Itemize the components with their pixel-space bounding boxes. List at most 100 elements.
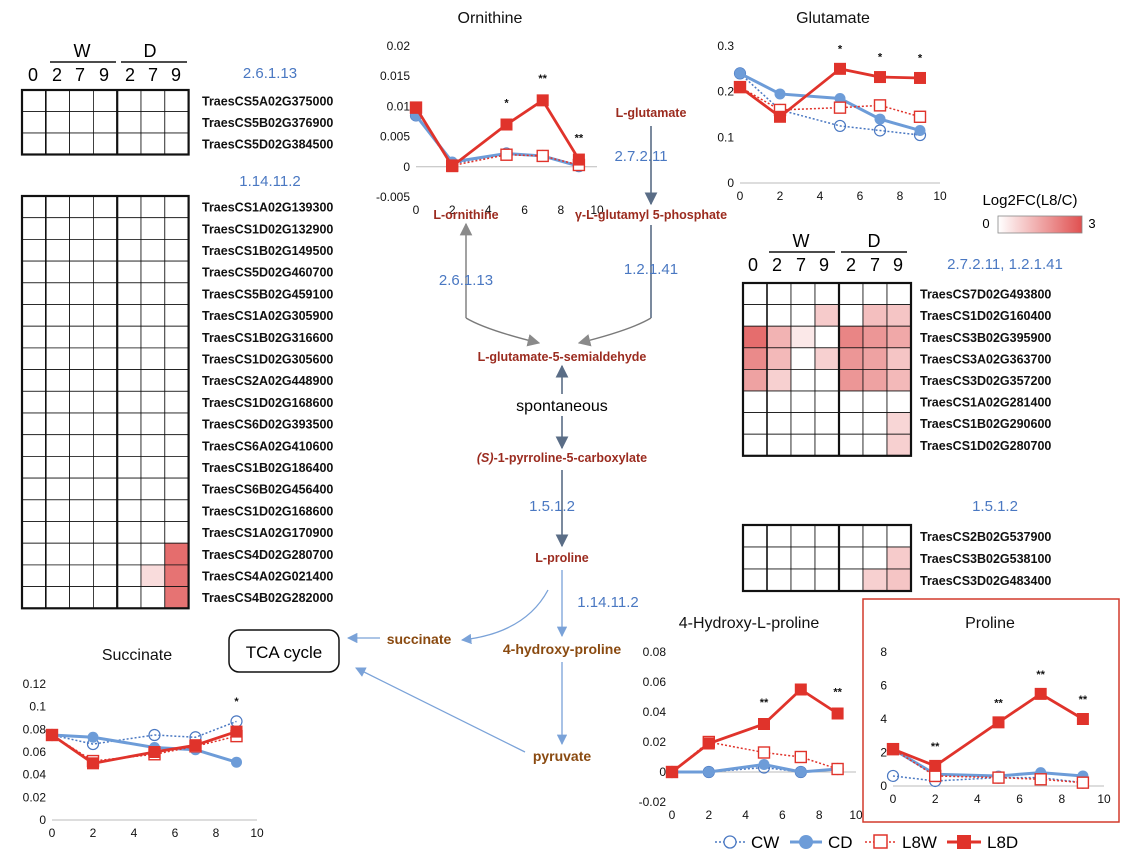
x-tick-label: 2 <box>777 189 784 203</box>
y-tick-label: 0.005 <box>380 130 410 144</box>
data-point-l8w <box>929 769 942 783</box>
heatmap-cell <box>69 217 94 240</box>
heatmap-cell <box>164 217 190 240</box>
data-point-l8d <box>992 716 1005 729</box>
y-tick-label: 0.1 <box>717 130 734 144</box>
heatmap-cell <box>862 347 888 370</box>
heatmap-cell <box>838 412 864 435</box>
data-point-l8d <box>189 739 202 752</box>
significance-marker: * <box>878 52 883 64</box>
data-point-cd <box>774 88 786 100</box>
heatmap-cell <box>21 282 47 305</box>
heatmap-cell <box>21 412 47 436</box>
heatmap-block: TraesCS7D02G493800 TraesCS1D02G160400 Trae… <box>741 281 1051 457</box>
heatmap-legend-min: 0 <box>982 216 989 231</box>
significance-marker: ** <box>760 697 769 709</box>
heatmap-cell <box>886 304 912 327</box>
col-label: 0 <box>28 65 38 85</box>
heatmap-cell <box>116 89 142 112</box>
heatmap-cell <box>164 412 190 436</box>
group-label-w: W <box>793 231 810 251</box>
heatmap-cell <box>886 412 912 435</box>
heatmap-cell <box>69 89 94 112</box>
data-point-cd <box>874 113 886 125</box>
x-tick-label: 0 <box>669 808 676 822</box>
heatmap-cell <box>45 347 70 370</box>
x-tick-label: 4 <box>485 203 492 217</box>
heatmap-cell <box>69 434 94 457</box>
heatmap-cell <box>116 586 142 609</box>
heatmap-cell <box>93 217 118 240</box>
legend-marker-cw <box>723 835 737 849</box>
heatmap-cell <box>21 369 47 392</box>
metabolite-l-ornithine: L-ornithine <box>433 208 498 222</box>
x-tick-label: 6 <box>1016 792 1023 806</box>
col-label: 9 <box>171 65 181 85</box>
heatmap-cell <box>742 390 768 414</box>
gene-id-label: TraesCS3D02G483400 <box>920 574 1051 588</box>
data-point-cd <box>834 93 846 105</box>
heatmap-cell <box>140 369 166 392</box>
heatmap-cell <box>116 477 142 501</box>
heatmap-cell <box>45 586 70 609</box>
heatmap-cell <box>93 111 118 134</box>
significance-marker: ** <box>931 741 940 753</box>
heatmap-cell <box>116 434 142 457</box>
heatmap-cell <box>69 477 94 501</box>
heatmap-cell <box>164 586 190 609</box>
heatmap-cell <box>93 369 118 392</box>
data-point-l8d <box>734 81 746 94</box>
gene-id-label: TraesCS3A02G363700 <box>920 352 1051 366</box>
heatmap-block: TraesCS1A02G139300 TraesCS1D02G132900 Trae… <box>20 194 333 610</box>
heatmap-cell <box>21 347 47 370</box>
x-tick-label: 8 <box>213 826 220 840</box>
legend-marker-cd <box>799 835 813 849</box>
gene-id-label: TraesCS1B02G290600 <box>920 417 1051 431</box>
heatmap-cell <box>140 564 166 588</box>
heatmap-cell <box>790 433 816 457</box>
gene-id-label: TraesCS1D02G168600 <box>202 504 333 518</box>
heatmap-cell <box>45 521 70 544</box>
heatmap-cell <box>164 282 190 305</box>
x-tick-label: 8 <box>1058 792 1065 806</box>
heatmap-cell <box>790 390 816 414</box>
data-point-l8d <box>774 110 786 123</box>
heatmap-cell <box>838 524 864 548</box>
data-point-cd <box>734 67 746 79</box>
heatmap-cell <box>766 304 792 327</box>
data-point-l8w <box>992 771 1005 784</box>
data-point-cd <box>231 756 242 768</box>
heatmap-cell <box>814 546 840 570</box>
heatmap-cell <box>790 282 816 306</box>
significance-marker: ** <box>833 687 842 699</box>
heatmap-cell <box>69 412 94 436</box>
data-point-cw <box>886 769 900 783</box>
heatmap-cell <box>790 325 816 349</box>
enzyme-ec: 2.6.1.13 <box>439 272 493 289</box>
y-tick-label: 0.1 <box>29 700 46 714</box>
heatmap-cell <box>838 347 864 370</box>
heatmap-cell <box>45 89 70 112</box>
heatmap-cell <box>116 325 142 349</box>
heatmap-cell <box>164 542 190 566</box>
metabolite-4-hydroxy-proline: 4-hydroxy-proline <box>503 641 621 657</box>
heatmap-cell <box>838 304 864 327</box>
heatmap-legend-gradient <box>997 215 1083 234</box>
gene-id-label: TraesCS1A02G305900 <box>202 309 333 323</box>
heatmap-cell <box>140 455 166 479</box>
heatmap-cell <box>838 546 864 570</box>
heatmap-cell <box>69 369 94 392</box>
heatmap-cell <box>766 325 792 349</box>
heatmap-cell <box>164 347 190 370</box>
data-point-l8d <box>874 71 886 84</box>
x-tick-label: 10 <box>849 808 863 822</box>
heatmap-cell <box>93 434 118 457</box>
heatmap-cell <box>164 260 190 284</box>
heatmap-cell <box>21 521 47 544</box>
col-label: 7 <box>870 255 880 275</box>
heatmap-cell <box>886 546 912 570</box>
heatmap-cell <box>886 524 912 548</box>
data-point-l8d <box>500 118 513 131</box>
